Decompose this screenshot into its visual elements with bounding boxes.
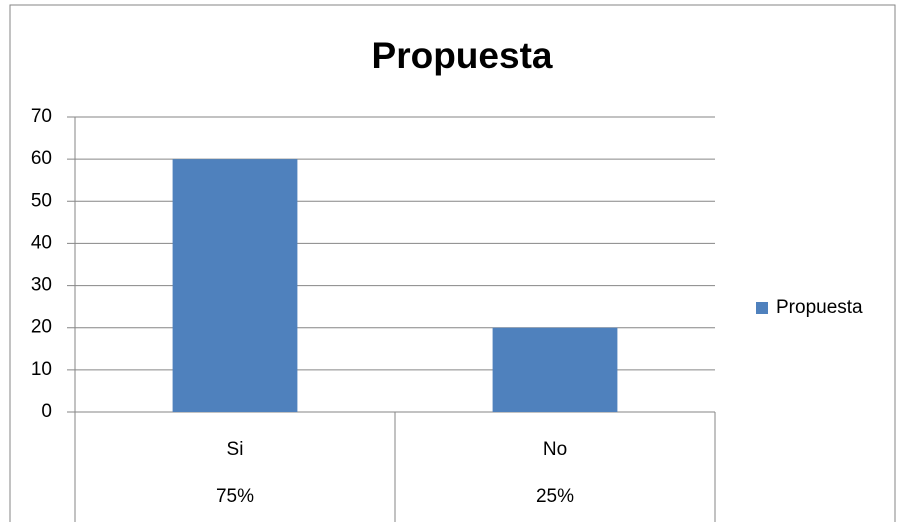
y-tick-label: 30 bbox=[31, 275, 52, 296]
chart-border bbox=[9, 4, 896, 522]
y-tick-label: 50 bbox=[31, 190, 52, 211]
y-tick-label: 60 bbox=[31, 148, 52, 169]
bar bbox=[492, 327, 618, 412]
x-sublabel: 75% bbox=[216, 486, 254, 507]
legend-label: Propuesta bbox=[776, 297, 863, 318]
y-tick-label: 70 bbox=[31, 106, 52, 127]
bar bbox=[172, 159, 298, 412]
y-tick-label: 40 bbox=[31, 232, 52, 253]
x-tick-label: Si bbox=[227, 439, 244, 460]
legend-swatch bbox=[756, 302, 768, 314]
x-sublabel: 25% bbox=[536, 486, 574, 507]
x-tick-label: No bbox=[543, 439, 567, 460]
y-tick-label: 20 bbox=[31, 317, 52, 338]
y-tick-label: 10 bbox=[31, 359, 52, 380]
chart-title: Propuesta bbox=[372, 35, 553, 76]
y-tick-label: 0 bbox=[41, 401, 52, 422]
